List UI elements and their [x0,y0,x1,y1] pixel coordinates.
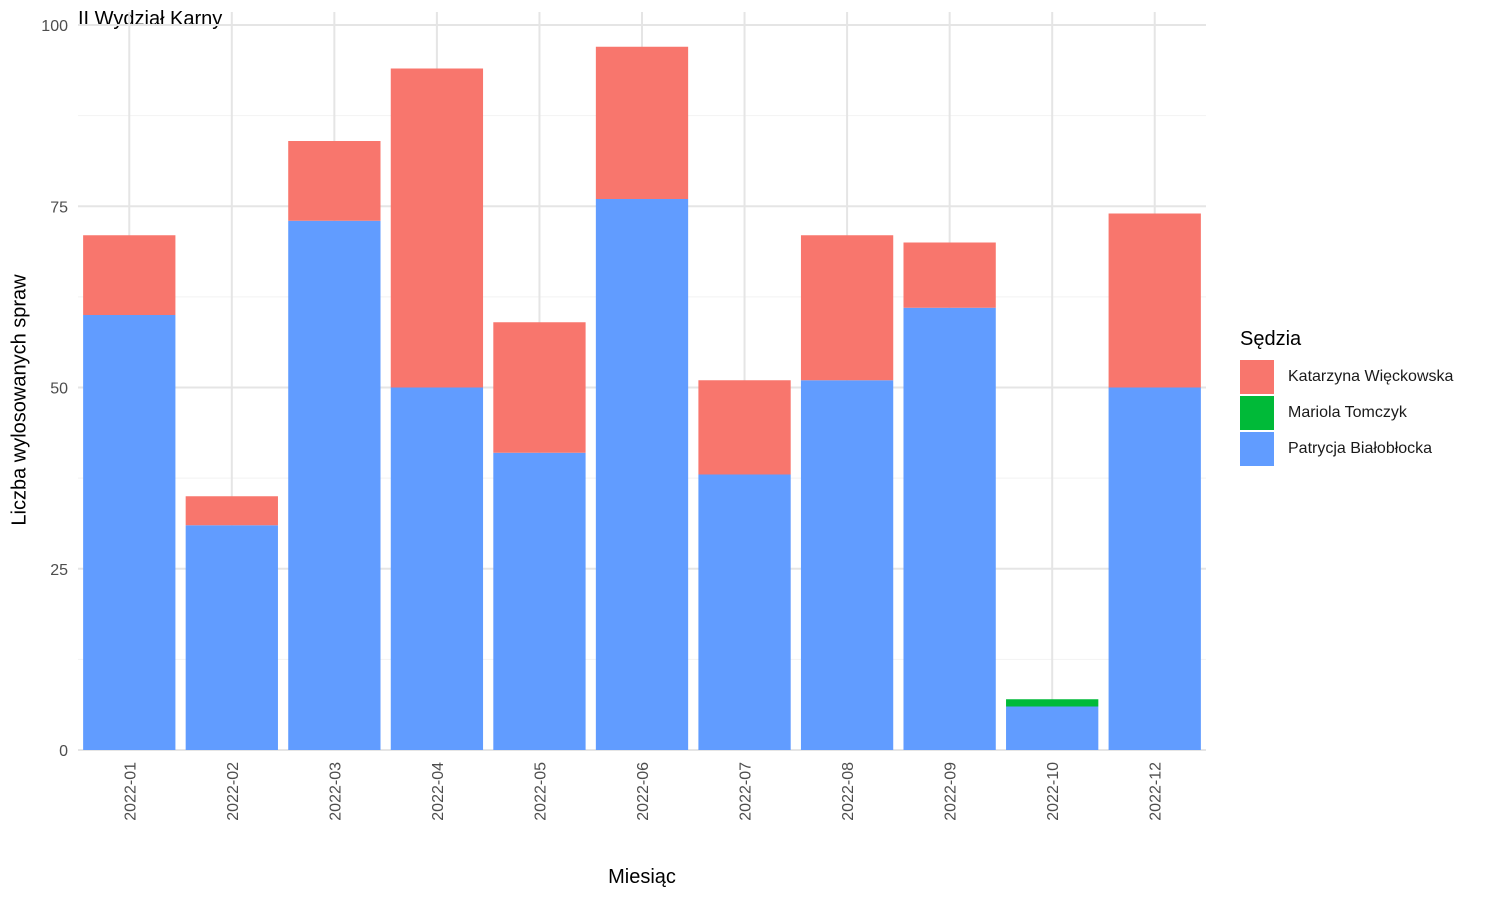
x-tick-label: 2022-10 [1045,762,1062,821]
x-tick-label: 2022-09 [943,762,960,821]
bar-segment [185,496,278,526]
legend: Sędzia Katarzyna Więckowska Mariola Tomcz… [1240,328,1453,467]
x-tick-label: 2022-04 [430,762,447,821]
bar-segment [493,322,586,453]
bar-segment [493,452,586,750]
legend-label: Katarzyna Więckowska [1288,368,1454,385]
bar-segment [390,68,484,388]
y-tick-label: 0 [59,743,68,760]
legend-items: Katarzyna Więckowska Mariola Tomczyk Patry… [1240,359,1453,467]
bar-segment [1108,213,1201,388]
y-tick-label: 25 [50,562,68,579]
bar-segment [903,307,996,750]
legend-swatch [1240,432,1274,466]
x-tick-label: 2022-12 [1148,762,1165,821]
bar-segment [288,141,381,221]
bar-segment [1108,387,1201,750]
legend-label: Mariola Tomczyk [1288,404,1407,421]
legend-swatch [1240,396,1274,430]
bar-segment [185,525,278,750]
x-tick-label: 2022-01 [122,762,139,821]
bar-segment [1006,706,1099,750]
y-tick-label: 50 [50,381,68,398]
bar-segment [800,235,894,381]
bar-segment [83,315,176,750]
bar-segment [698,380,791,475]
bar-segment [698,474,791,750]
x-axis-label: Miesiąc [608,866,676,888]
x-tick-label: 2022-03 [327,762,344,821]
bar-segment [1006,699,1099,707]
legend-item: Mariola Tomczyk [1240,395,1453,431]
y-tick-label: 100 [41,18,68,35]
x-tick-label: 2022-06 [635,762,652,821]
bar-segment [595,46,689,199]
x-tick-label: 2022-02 [225,762,242,821]
bar-segment [288,220,381,750]
legend-swatch [1240,360,1274,394]
x-tick-label: 2022-08 [840,762,857,821]
bar-segment [83,235,176,315]
legend-item: Katarzyna Więckowska [1240,359,1453,395]
y-tick-label: 75 [50,199,68,216]
bar-segment [595,199,689,750]
bar-segment [800,380,894,750]
bar-segment [390,387,484,750]
legend-title: Sędzia [1240,328,1302,350]
x-tick-label: 2022-05 [532,762,549,821]
legend-label: Patrycja Białobłocka [1288,440,1433,457]
legend-item: Patrycja Białobłocka [1240,431,1453,467]
x-tick-label: 2022-07 [738,762,755,821]
bar-segment [903,242,996,308]
